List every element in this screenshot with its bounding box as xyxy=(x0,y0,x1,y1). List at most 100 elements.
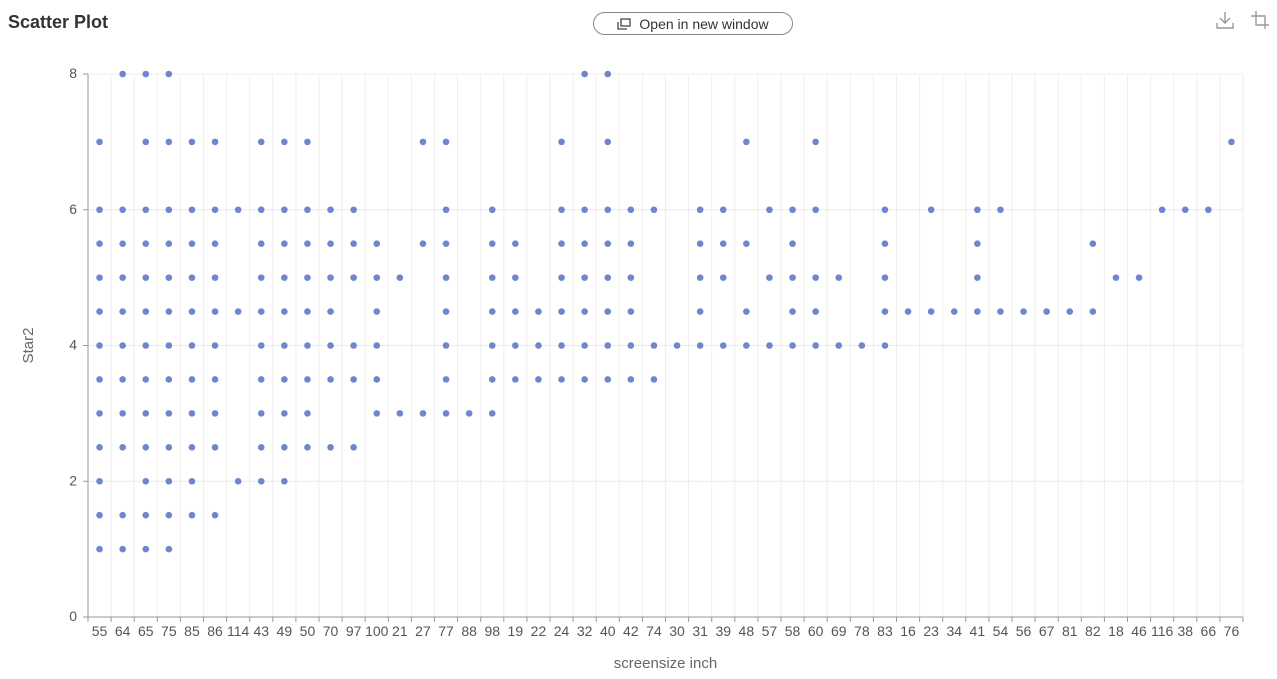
scatter-point[interactable] xyxy=(719,274,727,281)
scatter-point[interactable] xyxy=(327,342,334,349)
scatter-point[interactable] xyxy=(789,206,796,214)
scatter-point[interactable] xyxy=(281,138,288,146)
scatter-point[interactable] xyxy=(119,444,126,451)
scatter-point[interactable] xyxy=(281,342,288,349)
scatter-point[interactable] xyxy=(627,376,635,383)
scatter-point[interactable] xyxy=(350,274,357,281)
scatter-point[interactable] xyxy=(211,410,219,417)
scatter-point[interactable] xyxy=(627,206,635,214)
scatter-point[interactable] xyxy=(165,206,173,214)
scatter-point[interactable] xyxy=(558,308,565,315)
scatter-point[interactable] xyxy=(766,274,773,281)
scatter-point[interactable] xyxy=(719,342,727,349)
scatter-point[interactable] xyxy=(696,240,704,247)
scatter-point[interactable] xyxy=(627,308,635,315)
scatter-point[interactable] xyxy=(211,138,219,146)
scatter-point[interactable] xyxy=(373,274,381,281)
scatter-point[interactable] xyxy=(604,240,612,247)
scatter-point[interactable] xyxy=(835,342,843,349)
scatter-point[interactable] xyxy=(281,240,288,247)
scatter-point[interactable] xyxy=(119,511,126,519)
scatter-point[interactable] xyxy=(442,308,450,315)
scatter-point[interactable] xyxy=(1135,274,1143,281)
scatter-point[interactable] xyxy=(442,138,450,146)
scatter-point[interactable] xyxy=(142,240,150,247)
scatter-point[interactable] xyxy=(281,274,288,281)
scatter-point[interactable] xyxy=(650,206,658,214)
scatter-point[interactable] xyxy=(142,206,150,214)
scatter-point[interactable] xyxy=(442,206,450,214)
scatter-point[interactable] xyxy=(188,511,196,519)
scatter-point[interactable] xyxy=(512,342,519,349)
scatter-point[interactable] xyxy=(1043,308,1050,315)
scatter-point[interactable] xyxy=(281,376,288,383)
scatter-point[interactable] xyxy=(581,342,588,349)
scatter-point[interactable] xyxy=(558,138,565,146)
scatter-point[interactable] xyxy=(142,511,150,519)
scatter-point[interactable] xyxy=(281,444,288,451)
scatter-point[interactable] xyxy=(442,342,450,349)
scatter-point[interactable] xyxy=(627,342,635,349)
scatter-point[interactable] xyxy=(142,274,150,281)
scatter-point[interactable] xyxy=(119,308,126,315)
scatter-point[interactable] xyxy=(1158,206,1166,214)
scatter-point[interactable] xyxy=(119,274,126,281)
scatter-point[interactable] xyxy=(165,274,173,281)
scatter-point[interactable] xyxy=(350,376,357,383)
scatter-point[interactable] xyxy=(1228,138,1235,146)
scatter-point[interactable] xyxy=(881,308,889,315)
scatter-point[interactable] xyxy=(1066,308,1074,315)
scatter-point[interactable] xyxy=(442,274,450,281)
scatter-point[interactable] xyxy=(766,342,773,349)
scatter-point[interactable] xyxy=(835,274,843,281)
scatter-point[interactable] xyxy=(304,342,311,349)
scatter-point[interactable] xyxy=(119,545,126,553)
scatter-point[interactable] xyxy=(165,477,173,485)
scatter-point[interactable] xyxy=(743,240,750,247)
scatter-point[interactable] xyxy=(512,240,519,247)
scatter-point[interactable] xyxy=(327,308,334,315)
scatter-point[interactable] xyxy=(488,274,496,281)
scatter-point[interactable] xyxy=(373,342,381,349)
scatter-point[interactable] xyxy=(257,410,265,417)
scatter-point[interactable] xyxy=(488,376,496,383)
scatter-point[interactable] xyxy=(350,342,357,349)
scatter-point[interactable] xyxy=(927,206,935,214)
scatter-point[interactable] xyxy=(211,511,219,519)
scatter-point[interactable] xyxy=(96,511,103,519)
download-icon[interactable] xyxy=(1213,8,1237,32)
scatter-point[interactable] xyxy=(650,342,658,349)
scatter-point[interactable] xyxy=(442,376,450,383)
scatter-point[interactable] xyxy=(142,376,150,383)
scatter-point[interactable] xyxy=(327,274,334,281)
scatter-point[interactable] xyxy=(188,206,196,214)
scatter-point[interactable] xyxy=(789,240,796,247)
scatter-point[interactable] xyxy=(211,240,219,247)
scatter-point[interactable] xyxy=(558,376,565,383)
scatter-point[interactable] xyxy=(535,308,542,315)
scatter-point[interactable] xyxy=(304,138,311,146)
scatter-point[interactable] xyxy=(211,206,219,214)
scatter-point[interactable] xyxy=(627,274,635,281)
scatter-point[interactable] xyxy=(396,274,404,281)
scatter-point[interactable] xyxy=(350,240,357,247)
scatter-point[interactable] xyxy=(581,206,588,214)
scatter-point[interactable] xyxy=(119,410,126,417)
scatter-point[interactable] xyxy=(165,308,173,315)
scatter-point[interactable] xyxy=(743,138,750,146)
scatter-point[interactable] xyxy=(165,342,173,349)
scatter-point[interactable] xyxy=(165,511,173,519)
scatter-point[interactable] xyxy=(165,376,173,383)
scatter-point[interactable] xyxy=(142,477,150,485)
scatter-point[interactable] xyxy=(96,308,103,315)
scatter-point[interactable] xyxy=(327,240,334,247)
scatter-point[interactable] xyxy=(211,308,219,315)
scatter-point[interactable] xyxy=(165,138,173,146)
scatter-point[interactable] xyxy=(234,206,242,214)
scatter-point[interactable] xyxy=(488,342,496,349)
scatter-point[interactable] xyxy=(304,444,311,451)
scatter-point[interactable] xyxy=(488,240,496,247)
scatter-point[interactable] xyxy=(974,240,981,247)
scatter-point[interactable] xyxy=(188,308,196,315)
scatter-point[interactable] xyxy=(142,410,150,417)
